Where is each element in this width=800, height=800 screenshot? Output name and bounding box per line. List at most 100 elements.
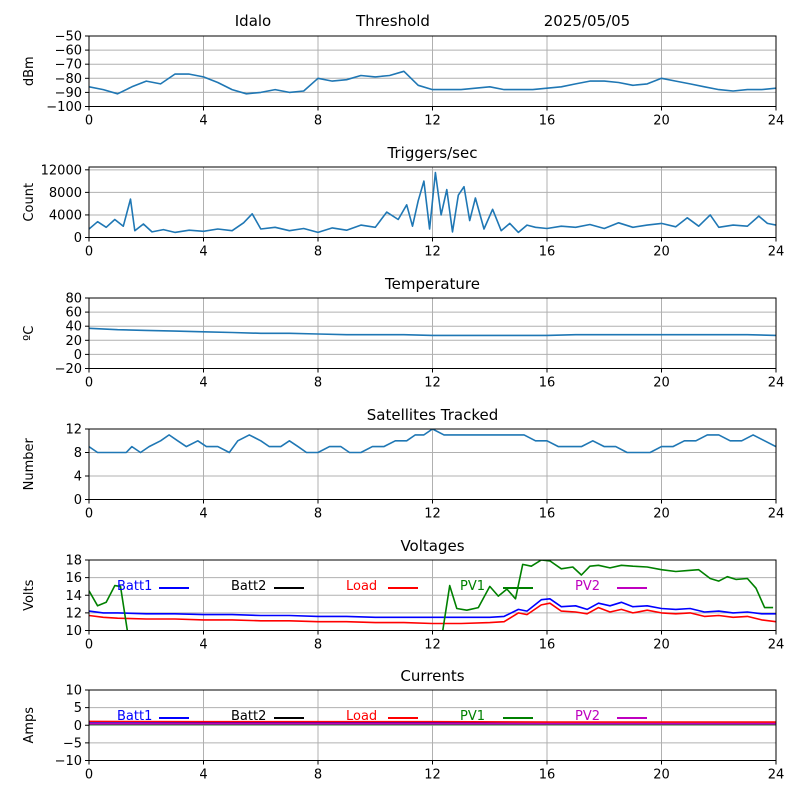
currents-legend-label-load: Load <box>346 709 377 724</box>
header-site: Idalo <box>235 12 271 30</box>
signal-ytick-label-0: −100 <box>46 100 82 115</box>
triggers-xtick-label-0: 0 <box>85 245 93 260</box>
voltages-ytick-label-4: 18 <box>65 554 82 569</box>
currents-ylabel: Amps <box>22 707 37 744</box>
satellites-ytick-label-0: 0 <box>74 493 82 508</box>
voltages-legend-label-pv1: PV1 <box>460 579 485 594</box>
signal-series-0-line <box>89 70 776 95</box>
satellites-xtick-label-6: 24 <box>768 507 785 522</box>
currents-title: Currents <box>400 667 464 685</box>
currents-xtick-label-5: 20 <box>653 768 670 783</box>
signal-xtick-label-5: 20 <box>653 114 670 129</box>
satellites-ytick-label-2: 8 <box>74 446 82 461</box>
triggers-ytick-label-0: 0 <box>74 231 82 246</box>
temperature-title: Temperature <box>384 275 480 293</box>
triggers-series-0-line <box>89 171 776 234</box>
voltages-ytick-label-1: 12 <box>65 606 82 621</box>
temperature-ytick-label-0: −20 <box>55 362 82 377</box>
satellites-xtick-label-4: 16 <box>539 507 556 522</box>
temperature-xtick-label-1: 4 <box>199 376 207 391</box>
signal-xtick-label-3: 12 <box>424 114 441 129</box>
figure-header: Idalo Threshold 2025/05/05 <box>235 12 630 30</box>
currents-legend-label-batt1: Batt1 <box>117 709 152 724</box>
currents-series-load-line <box>89 720 776 723</box>
satellites-title: Satellites Tracked <box>367 406 498 424</box>
triggers-ytick-label-1: 4000 <box>49 208 82 223</box>
signal-ytick-label-4: −60 <box>55 44 82 59</box>
currents-xtick-label-4: 16 <box>539 768 556 783</box>
voltages-legend-label-batt1: Batt1 <box>117 579 152 594</box>
signal-ytick-label-1: −90 <box>55 86 82 101</box>
triggers-xtick-label-3: 12 <box>424 245 441 260</box>
voltages-series-batt1-line <box>89 597 776 619</box>
temperature-ytick-label-3: 40 <box>65 320 82 335</box>
currents-ytick-label-4: 10 <box>65 684 82 699</box>
temperature-xtick-label-2: 8 <box>314 376 322 391</box>
satellites-ylabel: Number <box>22 437 37 490</box>
panel-currents: 0 4 8 12 16 20 24 −10 −5 0 5 10 Currents Amps Batt1 Bat… <box>22 667 784 783</box>
currents-xtick-label-0: 0 <box>85 768 93 783</box>
voltages-xtick-label-2: 8 <box>314 638 322 653</box>
signal-ytick-label-3: −70 <box>55 58 82 73</box>
triggers-xtick-label-4: 16 <box>539 245 556 260</box>
temperature-xtick-label-3: 12 <box>424 376 441 391</box>
voltages-xtick-label-3: 12 <box>424 638 441 653</box>
voltages-legend-label-pv2: PV2 <box>575 579 600 594</box>
currents-xtick-label-1: 4 <box>199 768 207 783</box>
voltages-legend-label-load: Load <box>346 579 377 594</box>
header-mode: Threshold <box>355 12 430 30</box>
voltages-ytick-label-3: 16 <box>65 571 82 586</box>
currents-xtick-label-6: 24 <box>768 768 785 783</box>
voltages-xtick-label-4: 16 <box>539 638 556 653</box>
satellites-xtick-label-5: 20 <box>653 507 670 522</box>
temperature-ytick-label-2: 20 <box>65 334 82 349</box>
satellites-series-0-line <box>89 429 776 454</box>
currents-ytick-label-2: 0 <box>74 719 82 734</box>
voltages-legend-label-batt2: Batt2 <box>231 579 266 594</box>
triggers-ytick-label-2: 8000 <box>49 186 82 201</box>
voltages-ytick-label-0: 10 <box>65 624 82 639</box>
signal-xtick-label-1: 4 <box>199 114 207 129</box>
triggers-xtick-label-1: 4 <box>199 245 207 260</box>
panel-signal: 0 4 8 12 16 20 24 −100−90−80−70−60−50 dBm <box>22 30 784 129</box>
signal-ylabel: dBm <box>22 56 37 86</box>
signal-xtick-label-0: 0 <box>85 114 93 129</box>
triggers-ytick-label-3: 12000 <box>41 163 82 178</box>
signal-ytick-label-2: −80 <box>55 72 82 87</box>
panel-satellites: 0 4 8 12 16 20 24 0 4 8 12 Satellites Tracked Number <box>22 406 784 522</box>
temperature-xtick-label-4: 16 <box>539 376 556 391</box>
panel-triggers: 0 4 8 12 16 20 24 0 4000 8000 12000 Triggers/sec Cou… <box>22 144 784 260</box>
temperature-ylabel: ºC <box>22 326 37 341</box>
triggers-xtick-label-2: 8 <box>314 245 322 260</box>
temperature-ytick-label-1: 0 <box>74 348 82 363</box>
temperature-series-0-line <box>89 327 776 337</box>
satellites-xtick-label-0: 0 <box>85 507 93 522</box>
triggers-ylabel: Count <box>22 183 37 222</box>
voltages-title: Voltages <box>400 537 464 555</box>
triggers-xtick-label-6: 24 <box>768 245 785 260</box>
temperature-xtick-label-6: 24 <box>768 376 785 391</box>
currents-legend-label-pv2: PV2 <box>575 709 600 724</box>
signal-xtick-label-4: 16 <box>539 114 556 129</box>
voltages-series-pv1-line <box>89 560 774 631</box>
satellites-xtick-label-3: 12 <box>424 507 441 522</box>
temperature-xtick-label-0: 0 <box>85 376 93 391</box>
signal-xtick-label-2: 8 <box>314 114 322 129</box>
temperature-ytick-label-4: 60 <box>65 306 82 321</box>
satellites-xtick-label-1: 4 <box>199 507 207 522</box>
voltages-ylabel: Volts <box>22 579 37 611</box>
currents-legend-label-pv1: PV1 <box>460 709 485 724</box>
currents-ytick-label-1: −5 <box>63 736 82 751</box>
voltages-xtick-label-6: 24 <box>768 638 785 653</box>
satellites-xtick-label-2: 8 <box>314 507 322 522</box>
voltages-series-load-line <box>89 602 776 625</box>
satellites-ytick-label-1: 4 <box>74 470 82 485</box>
currents-ytick-label-0: −10 <box>55 754 82 769</box>
currents-xtick-label-2: 8 <box>314 768 322 783</box>
triggers-title: Triggers/sec <box>387 144 478 162</box>
temperature-ytick-label-5: 80 <box>65 292 82 307</box>
currents-xtick-label-3: 12 <box>424 768 441 783</box>
